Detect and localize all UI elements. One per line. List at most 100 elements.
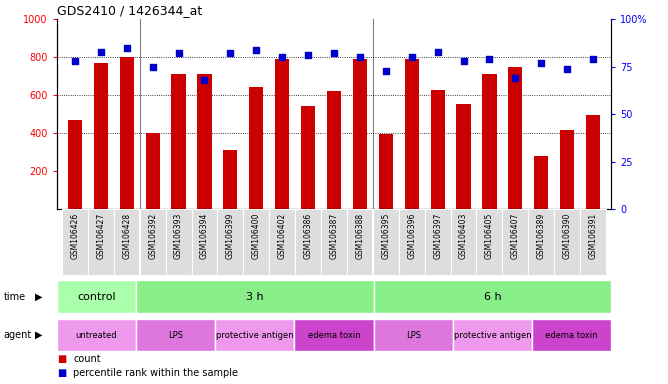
Bar bbox=[140, 209, 166, 275]
Point bbox=[173, 50, 184, 56]
Bar bbox=[136, 280, 373, 313]
Bar bbox=[94, 63, 108, 209]
Bar bbox=[249, 87, 263, 209]
Bar bbox=[301, 106, 315, 209]
Bar bbox=[166, 209, 192, 275]
Point bbox=[355, 54, 365, 60]
Text: protective antigen: protective antigen bbox=[216, 331, 294, 339]
Bar bbox=[456, 104, 471, 209]
Bar bbox=[580, 209, 606, 275]
Point bbox=[406, 54, 417, 60]
Bar bbox=[67, 120, 82, 209]
Text: GSM106405: GSM106405 bbox=[485, 213, 494, 259]
Bar bbox=[353, 59, 367, 209]
Text: GSM106394: GSM106394 bbox=[200, 213, 209, 259]
Text: protective antigen: protective antigen bbox=[454, 331, 531, 339]
Bar bbox=[217, 209, 243, 275]
Bar bbox=[321, 209, 347, 275]
Point bbox=[96, 48, 106, 55]
Bar bbox=[528, 209, 554, 275]
Bar bbox=[508, 67, 522, 209]
Text: GSM106392: GSM106392 bbox=[148, 213, 157, 259]
Text: ▶: ▶ bbox=[35, 291, 42, 302]
Bar bbox=[373, 280, 611, 313]
Point bbox=[588, 56, 599, 62]
Bar bbox=[275, 59, 289, 209]
Bar bbox=[532, 319, 611, 351]
Bar bbox=[295, 209, 321, 275]
Bar bbox=[502, 209, 528, 275]
Bar bbox=[453, 319, 532, 351]
Point bbox=[251, 46, 262, 53]
Point bbox=[562, 66, 572, 72]
Point bbox=[458, 58, 469, 64]
Text: percentile rank within the sample: percentile rank within the sample bbox=[73, 368, 238, 378]
Text: GSM106399: GSM106399 bbox=[226, 213, 235, 259]
Point bbox=[536, 60, 546, 66]
Bar bbox=[136, 319, 215, 351]
Text: ▶: ▶ bbox=[35, 330, 42, 340]
Text: GSM106396: GSM106396 bbox=[407, 213, 416, 259]
Text: GSM106387: GSM106387 bbox=[329, 213, 339, 259]
Bar bbox=[197, 74, 212, 209]
Text: GSM106386: GSM106386 bbox=[303, 213, 313, 259]
Point bbox=[122, 45, 132, 51]
Text: LPS: LPS bbox=[168, 331, 183, 339]
Text: 3 h: 3 h bbox=[246, 291, 264, 302]
Bar bbox=[192, 209, 217, 275]
Text: GSM106389: GSM106389 bbox=[537, 213, 546, 259]
Bar bbox=[215, 319, 295, 351]
Bar bbox=[88, 209, 114, 275]
Text: GSM106388: GSM106388 bbox=[355, 213, 365, 259]
Bar bbox=[554, 209, 580, 275]
Text: edema toxin: edema toxin bbox=[545, 331, 598, 339]
Bar bbox=[57, 280, 136, 313]
Bar bbox=[405, 59, 419, 209]
Text: GSM106428: GSM106428 bbox=[122, 213, 131, 259]
Point bbox=[510, 75, 520, 81]
Bar bbox=[425, 209, 451, 275]
Bar bbox=[379, 134, 393, 209]
Bar bbox=[172, 74, 186, 209]
Bar bbox=[57, 319, 136, 351]
Text: GSM106391: GSM106391 bbox=[589, 213, 598, 259]
Text: GSM106402: GSM106402 bbox=[278, 213, 287, 259]
Bar bbox=[62, 209, 88, 275]
Bar bbox=[146, 133, 160, 209]
Text: ■: ■ bbox=[57, 354, 66, 364]
Bar bbox=[243, 209, 269, 275]
Bar bbox=[120, 57, 134, 209]
Bar bbox=[373, 209, 399, 275]
Bar bbox=[295, 319, 373, 351]
Text: GSM106397: GSM106397 bbox=[433, 213, 442, 259]
Point bbox=[148, 64, 158, 70]
Text: GSM106427: GSM106427 bbox=[96, 213, 106, 259]
Point bbox=[303, 52, 313, 58]
Bar bbox=[560, 131, 574, 209]
Bar bbox=[347, 209, 373, 275]
Bar bbox=[373, 319, 453, 351]
Bar bbox=[114, 209, 140, 275]
Point bbox=[199, 77, 210, 83]
Text: control: control bbox=[77, 291, 116, 302]
Bar bbox=[482, 74, 496, 209]
Bar bbox=[269, 209, 295, 275]
Bar bbox=[327, 91, 341, 209]
Bar bbox=[476, 209, 502, 275]
Text: 6 h: 6 h bbox=[484, 291, 501, 302]
Text: GDS2410 / 1426344_at: GDS2410 / 1426344_at bbox=[57, 3, 202, 17]
Bar bbox=[430, 89, 445, 209]
Text: count: count bbox=[73, 354, 101, 364]
Text: GSM106407: GSM106407 bbox=[511, 213, 520, 259]
Bar bbox=[451, 209, 476, 275]
Text: GSM106400: GSM106400 bbox=[252, 213, 261, 259]
Text: GSM106395: GSM106395 bbox=[381, 213, 390, 259]
Text: GSM106403: GSM106403 bbox=[459, 213, 468, 259]
Text: LPS: LPS bbox=[405, 331, 421, 339]
Text: agent: agent bbox=[3, 330, 31, 340]
Bar bbox=[534, 156, 548, 209]
Point bbox=[432, 48, 443, 55]
Bar bbox=[586, 115, 601, 209]
Point bbox=[277, 54, 287, 60]
Text: untreated: untreated bbox=[75, 331, 117, 339]
